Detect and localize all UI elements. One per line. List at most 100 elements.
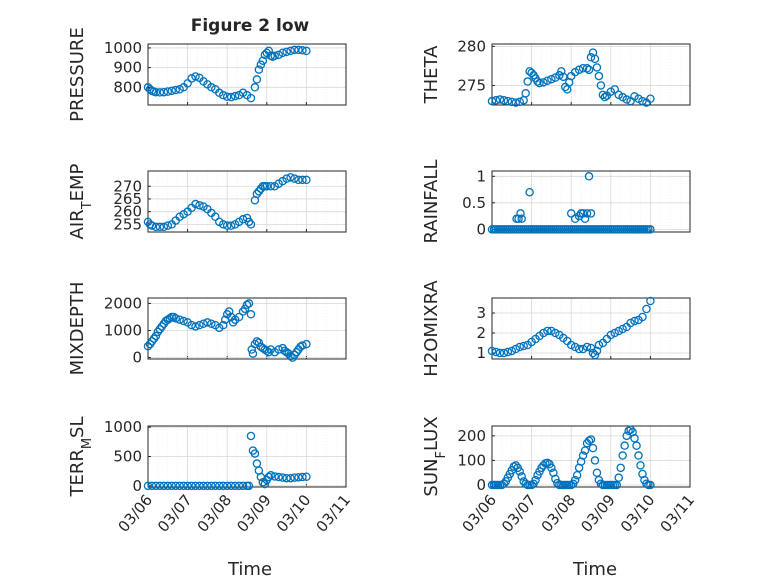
data-point: [495, 95, 505, 104]
y-tick-label: 0: [132, 477, 142, 495]
data-point: [171, 85, 180, 95]
data-point: [238, 481, 248, 491]
data-point: [578, 209, 588, 218]
data-point: [175, 85, 184, 94]
y-tick-label: 1: [476, 344, 486, 362]
data-point: [642, 304, 651, 314]
data-point: [499, 96, 509, 105]
data-point: [594, 71, 604, 81]
data-point: [559, 72, 568, 82]
data-point: [592, 468, 602, 477]
data-point: [590, 456, 600, 465]
data-point: [222, 92, 232, 101]
data-point: [539, 328, 548, 338]
data-point: [155, 481, 165, 491]
data-point: [244, 217, 254, 227]
figure-title: Figure 2 low: [191, 16, 310, 36]
data-point: [274, 472, 283, 482]
y-tick-label: 1: [476, 167, 486, 185]
data-point: [183, 481, 192, 491]
data-point: [507, 97, 517, 107]
data-point: [191, 199, 200, 209]
data-point: [254, 338, 264, 347]
y-axis-label: RAINFALL: [421, 160, 442, 244]
data-point: [226, 221, 236, 230]
x-axis-label-left: Time: [227, 559, 272, 580]
data-point: [514, 214, 523, 223]
data-point: [527, 68, 536, 78]
data-point: [264, 46, 274, 56]
data-point: [596, 81, 606, 90]
data-point: [543, 76, 552, 86]
data-point: [250, 449, 260, 458]
data-point: [614, 326, 623, 336]
data-point: [199, 481, 208, 491]
data-point: [531, 475, 540, 485]
data-point: [507, 346, 517, 356]
data-point: [572, 470, 582, 480]
data-point: [147, 481, 157, 491]
data-point: [566, 209, 576, 218]
axes-box: [491, 297, 691, 360]
data-point: [298, 46, 307, 55]
data-point: [207, 83, 216, 92]
data-point: [515, 467, 524, 476]
data-point: [203, 481, 212, 491]
data-point: [224, 307, 234, 316]
data-point: [580, 214, 590, 223]
data-point: [151, 481, 161, 491]
data-point: [246, 220, 256, 229]
data-point: [260, 479, 270, 489]
data-point: [207, 319, 216, 329]
data-point: [286, 46, 295, 56]
data-point: [596, 479, 606, 489]
data-point: [499, 348, 509, 358]
data-point: [620, 441, 629, 450]
data-point: [147, 221, 157, 230]
data-point: [222, 221, 232, 230]
data-point: [638, 312, 647, 322]
data-point: [262, 181, 272, 191]
data-point: [592, 63, 602, 72]
data-point: [203, 318, 212, 327]
data-point: [553, 478, 562, 488]
data-point: [543, 326, 552, 336]
y-tick-label: 1000: [104, 39, 142, 57]
data-point: [286, 473, 295, 483]
data-point: [570, 342, 580, 352]
y-tick-label: 3: [476, 304, 486, 322]
data-point: [511, 344, 521, 354]
data-point: [171, 314, 180, 323]
data-point: [298, 175, 307, 185]
data-point: [624, 426, 633, 436]
data-point: [252, 337, 262, 346]
data-point: [588, 443, 598, 453]
y-tick-label: 0: [476, 220, 486, 238]
data-point: [282, 473, 291, 483]
y-tick-label: 255: [113, 215, 142, 233]
data-point: [580, 446, 590, 455]
data-point: [278, 473, 287, 482]
data-point: [151, 222, 161, 232]
data-point: [634, 451, 643, 460]
data-point: [535, 78, 544, 88]
data-point: [230, 91, 240, 101]
data-point: [274, 345, 283, 354]
data-point: [626, 425, 635, 434]
data-point: [262, 346, 272, 356]
data-point: [582, 63, 592, 73]
data-point: [274, 50, 283, 60]
data-point: [187, 74, 196, 83]
data-point: [606, 330, 616, 340]
data-point: [584, 436, 594, 446]
data-point: [586, 209, 596, 218]
data-point: [179, 481, 188, 491]
data-point: [240, 304, 250, 314]
data-point: [294, 175, 303, 185]
y-axis-label: SUNFLUX: [421, 416, 449, 496]
data-point: [630, 316, 639, 326]
data-point: [179, 316, 188, 326]
data-point: [143, 481, 153, 491]
data-point: [244, 481, 254, 491]
